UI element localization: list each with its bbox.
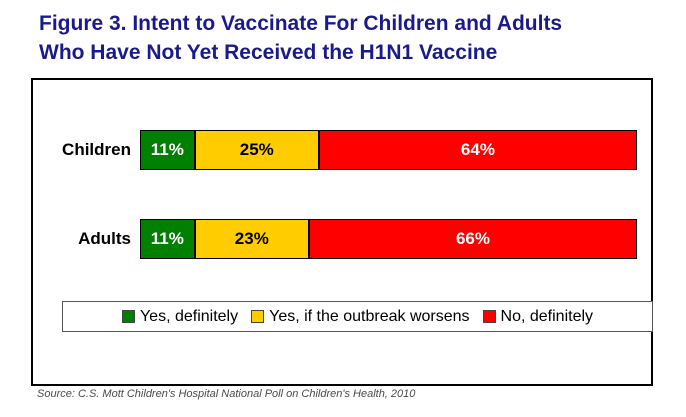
bar-segment: 11%	[140, 219, 195, 259]
bars-area: Children 11% 25% 64% Adults 11% 23% 66%	[33, 80, 651, 384]
category-label-children: Children	[62, 140, 131, 159]
bar-row-children: Children 11% 25% 64%	[33, 130, 637, 170]
category-label-adults: Adults	[78, 229, 131, 248]
legend-label: Yes, definitely	[139, 307, 239, 325]
figure-title-line2: Who Have Not Yet Received the H1N1 Vacci…	[39, 41, 498, 64]
legend-item: Yes, definitely	[121, 307, 239, 326]
bar-segment: 11%	[140, 130, 195, 170]
legend-label: No, definitely	[500, 307, 594, 325]
figure-title-line1: Figure 3. Intent to Vaccinate For Childr…	[39, 12, 563, 35]
bar-segment: 66%	[308, 219, 637, 259]
source-note: Source: C.S. Mott Children's Hospital Na…	[37, 388, 416, 400]
bar-row-adults: Adults 11% 23% 66%	[33, 219, 637, 259]
figure-title: Figure 3. Intent to Vaccinate For Childr…	[39, 9, 562, 67]
chart-area: Children 11% 25% 64% Adults 11% 23% 66% Yes, de…	[31, 78, 653, 386]
legend: Yes, definitely Yes, if the outbreak wors…	[62, 301, 653, 332]
legend-item: Yes, if the outbreak worsens	[251, 307, 470, 326]
bar-segment: 25%	[194, 130, 319, 170]
stacked-bar-children: 11% 25% 64%	[140, 130, 637, 170]
legend-swatch-icon	[251, 310, 265, 323]
stacked-bar-adults: 11% 23% 66%	[140, 219, 637, 259]
bar-segment: 23%	[194, 219, 309, 259]
legend-swatch-icon	[482, 310, 496, 323]
legend-item: No, definitely	[482, 307, 594, 326]
legend-swatch-icon	[121, 310, 135, 323]
bar-segment: 64%	[318, 130, 637, 170]
legend-label: Yes, if the outbreak worsens	[269, 307, 470, 325]
